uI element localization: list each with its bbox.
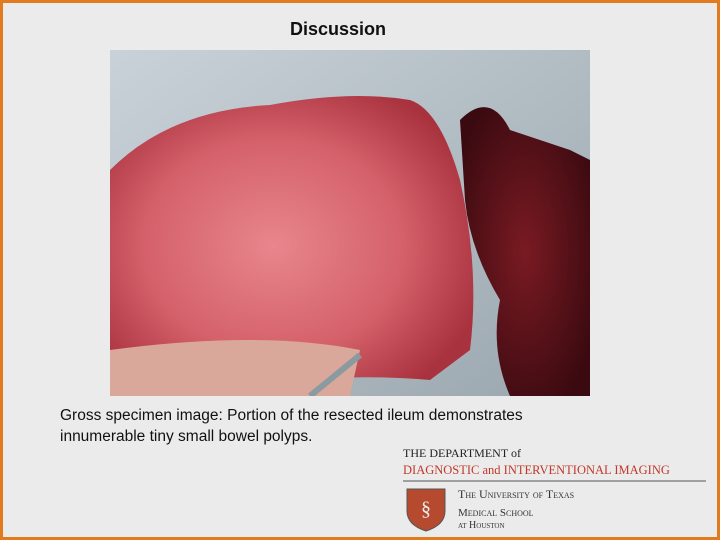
logo: THE DEPARTMENT of DIAGNOSTIC and INTERVE… xyxy=(403,446,706,532)
logo-shield xyxy=(406,488,446,532)
caption: Gross specimen image: Portion of the res… xyxy=(60,405,523,447)
tissue xyxy=(110,96,474,396)
probe xyxy=(308,352,362,396)
logo-shield-mark: § xyxy=(421,498,431,520)
logo-department: THE DEPARTMENT of xyxy=(403,446,521,460)
dark-tissue xyxy=(460,107,590,396)
caption-line: innumerable tiny small bowel polyps. xyxy=(60,428,313,445)
tissue-edge xyxy=(110,340,360,396)
logo-division: DIAGNOSTIC and INTERVENTIONAL IMAGING xyxy=(403,463,670,477)
slide-title: Discussion xyxy=(289,19,387,39)
logo-school: Medical School xyxy=(458,507,534,519)
logo-university: The University of Texas xyxy=(458,487,574,501)
caption-line: Gross specimen image: Portion of the res… xyxy=(60,407,523,424)
logo-location: at Houston xyxy=(458,520,505,531)
specimen-photo xyxy=(110,50,590,396)
